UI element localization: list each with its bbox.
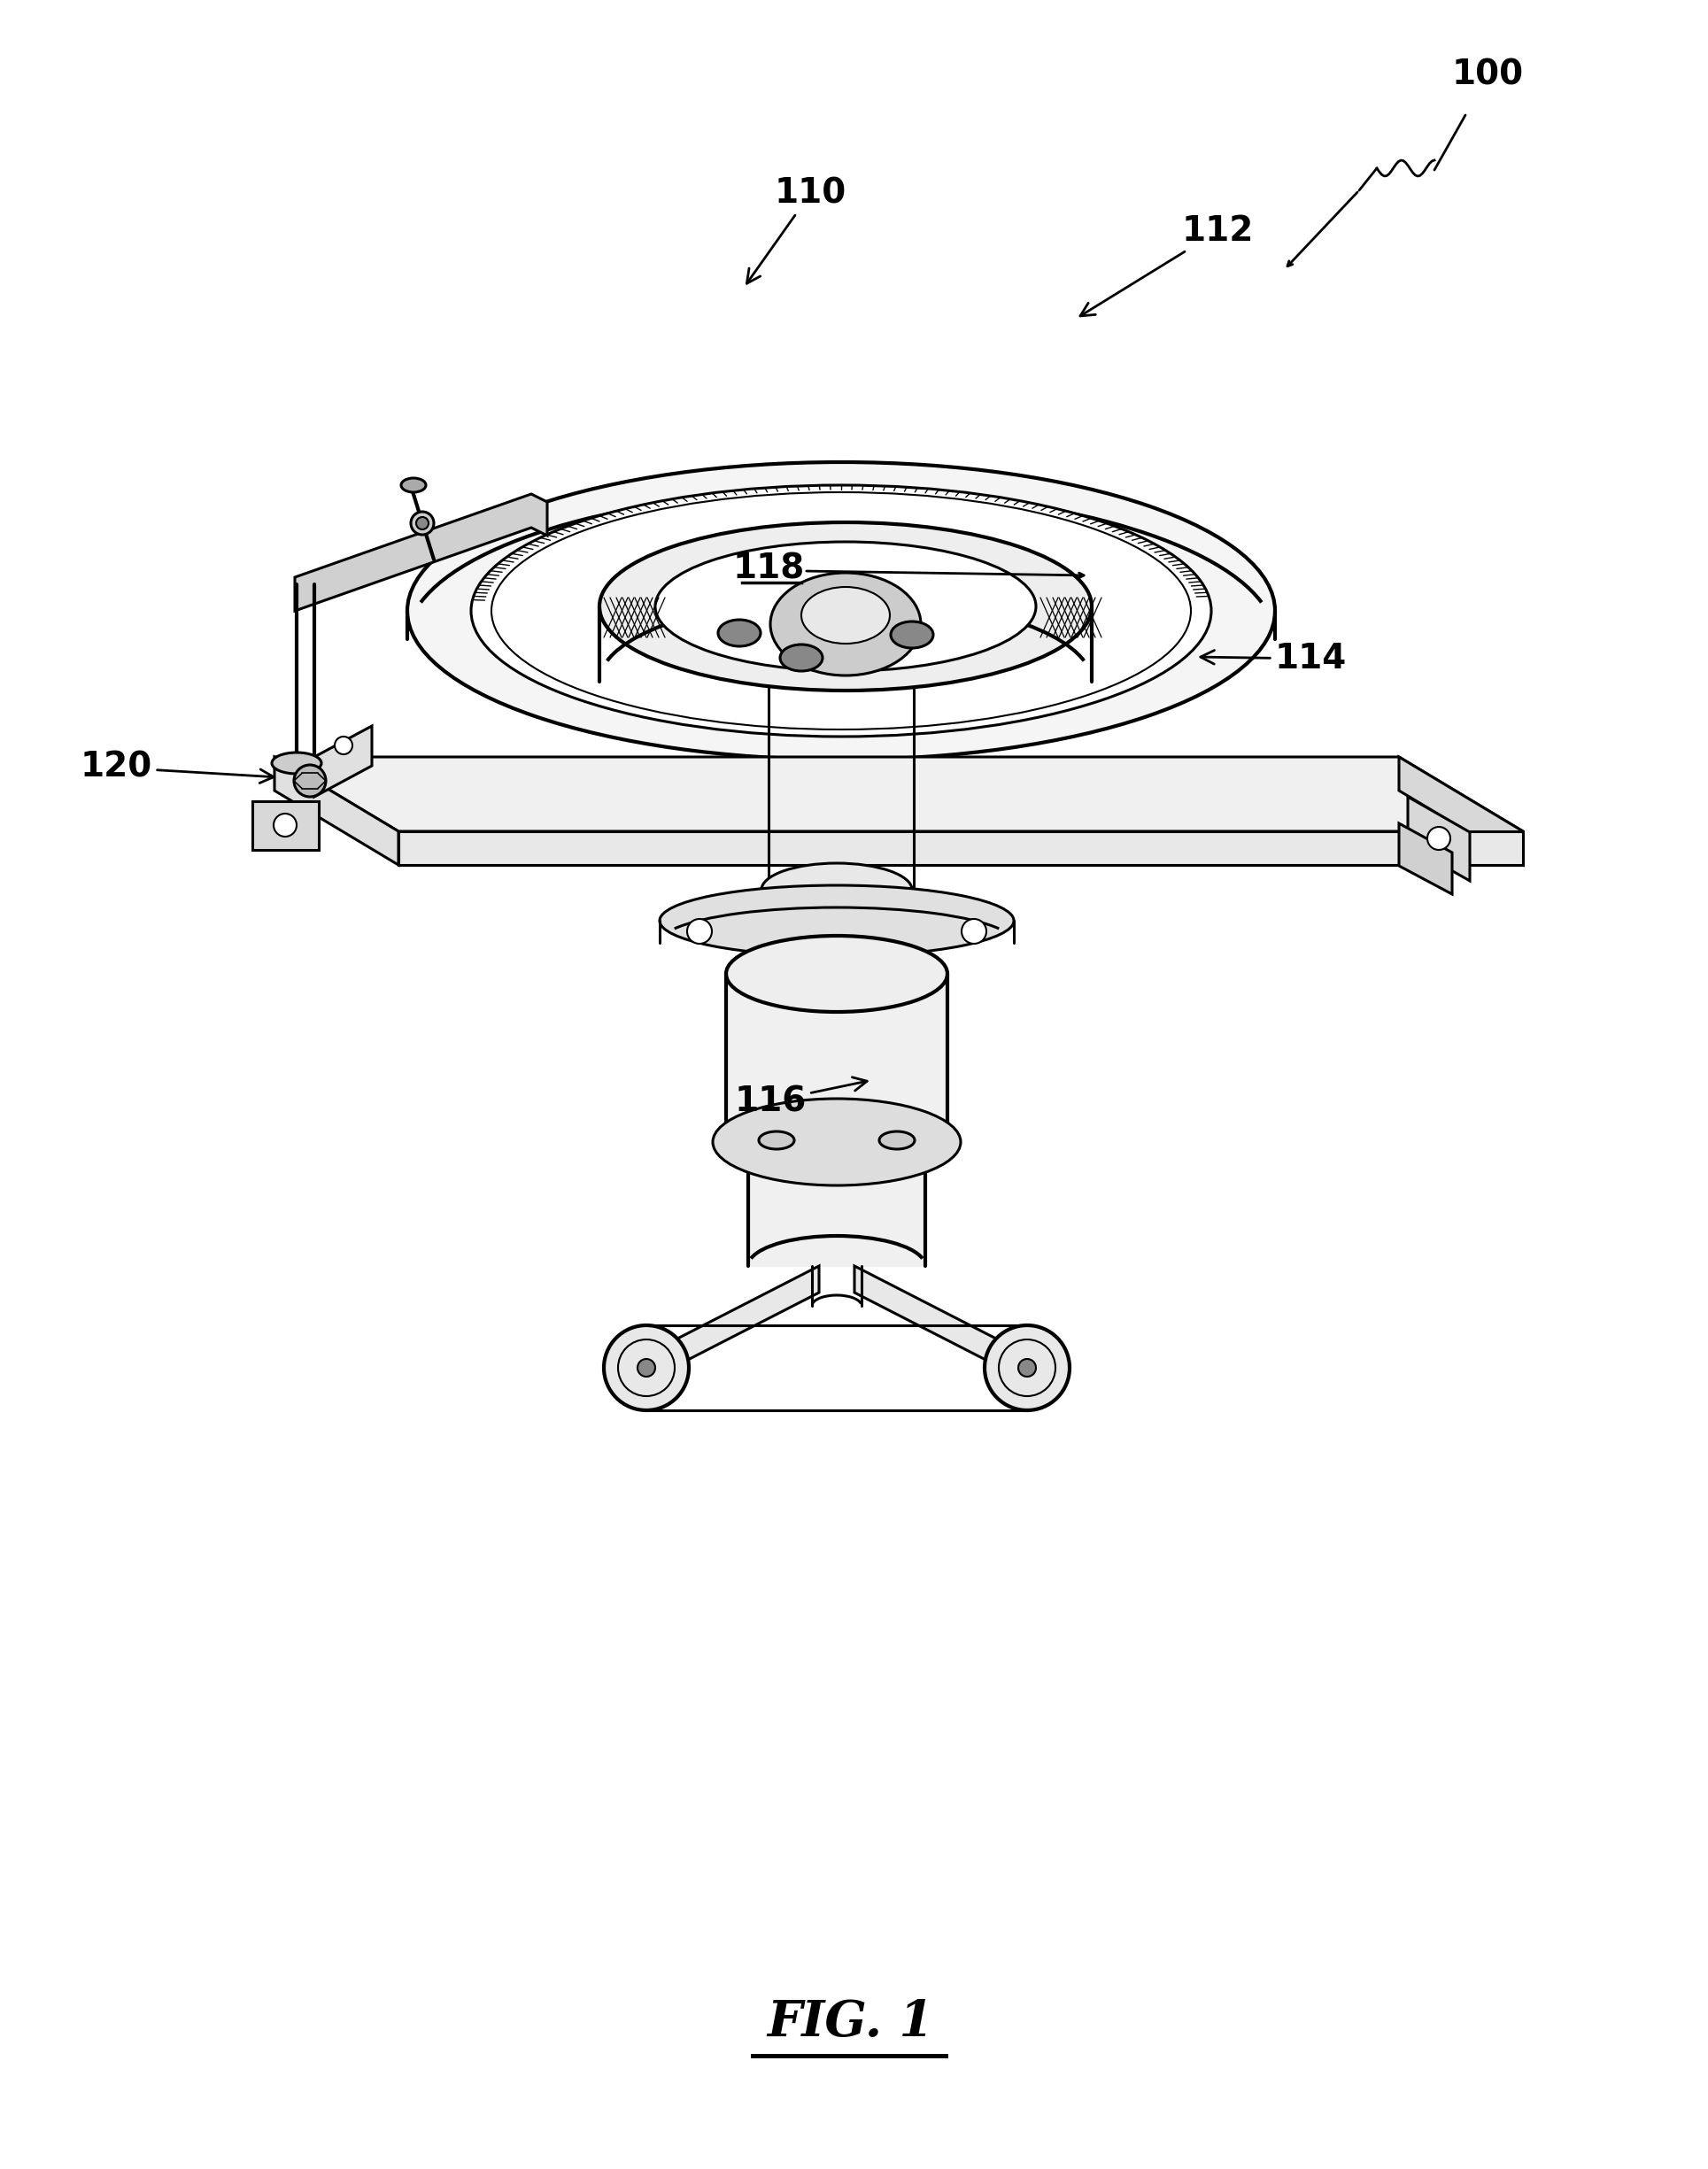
Circle shape	[273, 813, 297, 837]
Ellipse shape	[712, 1100, 960, 1186]
Ellipse shape	[781, 644, 823, 670]
Text: 110: 110	[746, 178, 845, 284]
Polygon shape	[398, 831, 1524, 865]
Circle shape	[687, 920, 712, 944]
Ellipse shape	[770, 573, 921, 675]
Circle shape	[412, 512, 434, 536]
Ellipse shape	[801, 588, 890, 644]
Ellipse shape	[471, 486, 1211, 737]
Polygon shape	[854, 1267, 1027, 1382]
Ellipse shape	[748, 1121, 926, 1180]
Text: 118: 118	[733, 553, 804, 586]
Ellipse shape	[892, 623, 933, 649]
Polygon shape	[1407, 796, 1471, 881]
Text: FIG. 1: FIG. 1	[767, 1998, 933, 2048]
Polygon shape	[1399, 757, 1524, 865]
Polygon shape	[314, 727, 372, 796]
Polygon shape	[295, 495, 547, 612]
Polygon shape	[646, 1267, 820, 1382]
Ellipse shape	[272, 753, 321, 774]
Text: 112: 112	[1079, 215, 1254, 317]
Ellipse shape	[726, 935, 948, 1013]
Text: 120: 120	[80, 750, 273, 785]
Ellipse shape	[758, 1132, 794, 1150]
Text: 114: 114	[1201, 642, 1348, 675]
Circle shape	[335, 737, 352, 755]
Circle shape	[984, 1325, 1069, 1410]
Ellipse shape	[762, 863, 912, 915]
Ellipse shape	[401, 477, 425, 492]
Circle shape	[1428, 826, 1450, 850]
Ellipse shape	[659, 885, 1015, 957]
Circle shape	[605, 1325, 688, 1410]
Polygon shape	[748, 1152, 926, 1267]
Ellipse shape	[656, 542, 1037, 670]
Polygon shape	[275, 757, 1524, 831]
Polygon shape	[1399, 824, 1452, 894]
Ellipse shape	[717, 620, 760, 646]
Polygon shape	[253, 800, 319, 850]
Circle shape	[294, 766, 326, 796]
Polygon shape	[726, 974, 948, 1143]
Text: 116: 116	[734, 1078, 868, 1119]
Polygon shape	[275, 757, 398, 865]
Text: 100: 100	[1452, 59, 1524, 91]
Circle shape	[1018, 1360, 1037, 1377]
Ellipse shape	[880, 1132, 915, 1150]
Circle shape	[417, 516, 429, 529]
Circle shape	[962, 920, 987, 944]
Ellipse shape	[407, 462, 1276, 759]
Ellipse shape	[600, 523, 1091, 690]
Circle shape	[637, 1360, 656, 1377]
